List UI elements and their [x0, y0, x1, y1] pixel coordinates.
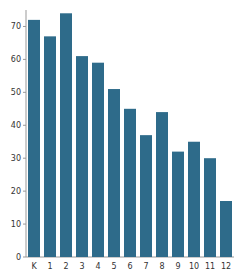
x-tick-label: K: [31, 262, 37, 271]
x-tick-label: 1: [47, 262, 52, 271]
bar: [204, 158, 216, 257]
y-tick: [23, 125, 26, 126]
x-tick-label: 9: [175, 262, 180, 271]
bar: [92, 63, 104, 257]
x-tick-label: 2: [63, 262, 68, 271]
y-tick: [23, 224, 26, 225]
bar: [108, 89, 120, 257]
x-axis: K123456789101112: [31, 262, 231, 271]
y-tick: [23, 158, 26, 159]
x-tick-label: 8: [159, 262, 164, 271]
y-tick-label: 0: [16, 253, 21, 262]
y-tick: [23, 92, 26, 93]
x-tick-label: 7: [143, 262, 148, 271]
bar: [156, 112, 168, 257]
x-tick-label: 11: [205, 262, 215, 271]
bar: [124, 109, 136, 257]
y-tick: [23, 257, 26, 258]
bar: [28, 20, 40, 257]
y-tick-label: 40: [11, 121, 21, 130]
y-tick-label: 60: [11, 55, 21, 64]
bar: [60, 13, 72, 257]
y-tick-label: 30: [11, 154, 21, 163]
x-tick-label: 4: [95, 262, 100, 271]
x-tick-label: 5: [111, 262, 116, 271]
y-tick: [23, 26, 26, 27]
x-tick-label: 3: [79, 262, 84, 271]
y-tick-label: 10: [11, 220, 21, 229]
x-tick-label: 10: [189, 262, 199, 271]
y-tick-label: 70: [11, 22, 21, 31]
bar: [44, 36, 56, 257]
bar: [76, 56, 88, 257]
chart: 010203040506070K123456789101112: [0, 0, 240, 277]
y-axis: 0 10 20 30 40 50 60 70: [11, 10, 26, 262]
bar: [188, 142, 200, 257]
bar: [220, 201, 232, 257]
y-tick-label: 50: [11, 88, 21, 97]
y-axis-line: [26, 10, 27, 257]
x-tick-label: 12: [221, 262, 231, 271]
bar: [172, 152, 184, 257]
bar: [140, 135, 152, 257]
y-tick-label: 20: [11, 187, 21, 196]
chart-container: 010203040506070K123456789101112: [0, 0, 240, 277]
bars: [28, 13, 232, 257]
y-tick: [23, 191, 26, 192]
x-tick-label: 6: [127, 262, 132, 271]
y-tick: [23, 59, 26, 60]
